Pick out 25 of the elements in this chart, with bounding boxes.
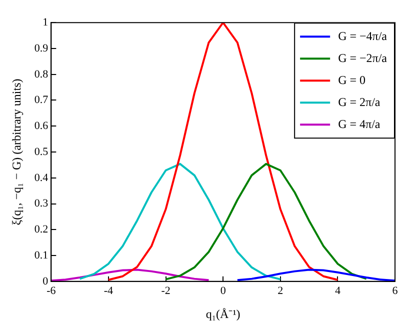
x-tick-label: 0	[220, 284, 226, 297]
y-tick-label: 0.2	[34, 224, 48, 236]
y-tick-label: 0.1	[34, 249, 48, 262]
y-tick-label: 1	[42, 16, 48, 28]
y-tick-label: 0.5	[34, 146, 49, 158]
y-tick-label: 0.6	[34, 120, 49, 132]
legend-label: G = 0	[338, 72, 366, 87]
y-tick-label: 0.3	[34, 198, 49, 210]
x-tick-label: 4	[334, 284, 341, 297]
y-tick-label: 0.7	[34, 94, 49, 106]
x-axis-title: q₁(Å⁻¹)	[206, 306, 240, 321]
x-tick-label: 2	[278, 284, 284, 297]
legend-label: G = −4π/a	[338, 28, 388, 43]
x-tick-label: -6	[46, 284, 56, 297]
y-axis-title: ξ(q₁, −q₁ − G) (arbitrary units)	[9, 78, 24, 226]
legend-label: G = 4π/a	[338, 116, 381, 131]
y-tick-label: 0.4	[34, 172, 49, 184]
y-tick-label: 0.8	[34, 68, 49, 80]
x-tick-label: -2	[161, 284, 170, 297]
y-tick-label: 0.9	[34, 42, 49, 54]
legend-label: G = −2π/a	[338, 50, 388, 65]
legend-label: G = 2π/a	[338, 94, 381, 109]
x-tick-label: 6	[392, 284, 398, 297]
y-tick-label: 0	[42, 275, 49, 288]
x-tick-label: -4	[104, 284, 114, 297]
